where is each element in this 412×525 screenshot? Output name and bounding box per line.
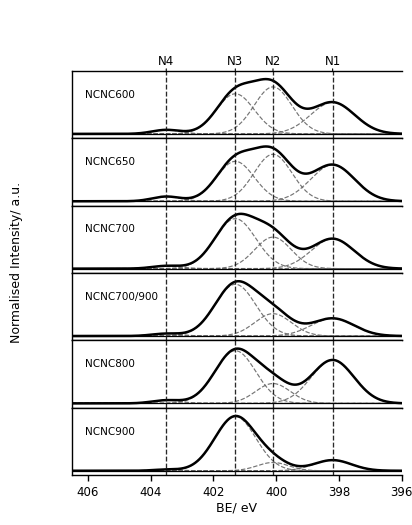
Text: NCNC900: NCNC900 xyxy=(85,427,135,437)
Text: Normalised Intensity/ a.u.: Normalised Intensity/ a.u. xyxy=(10,182,23,343)
Text: NCNC700: NCNC700 xyxy=(85,225,135,235)
Text: NCNC650: NCNC650 xyxy=(85,157,135,167)
Text: N1: N1 xyxy=(325,55,341,68)
Text: NCNC600: NCNC600 xyxy=(85,90,135,100)
Text: NCNC700/900: NCNC700/900 xyxy=(85,292,158,302)
X-axis label: BE/ eV: BE/ eV xyxy=(216,501,258,514)
Text: N3: N3 xyxy=(227,55,243,68)
Text: NCNC800: NCNC800 xyxy=(85,359,135,369)
Text: N2: N2 xyxy=(265,55,281,68)
Text: N4: N4 xyxy=(158,55,174,68)
